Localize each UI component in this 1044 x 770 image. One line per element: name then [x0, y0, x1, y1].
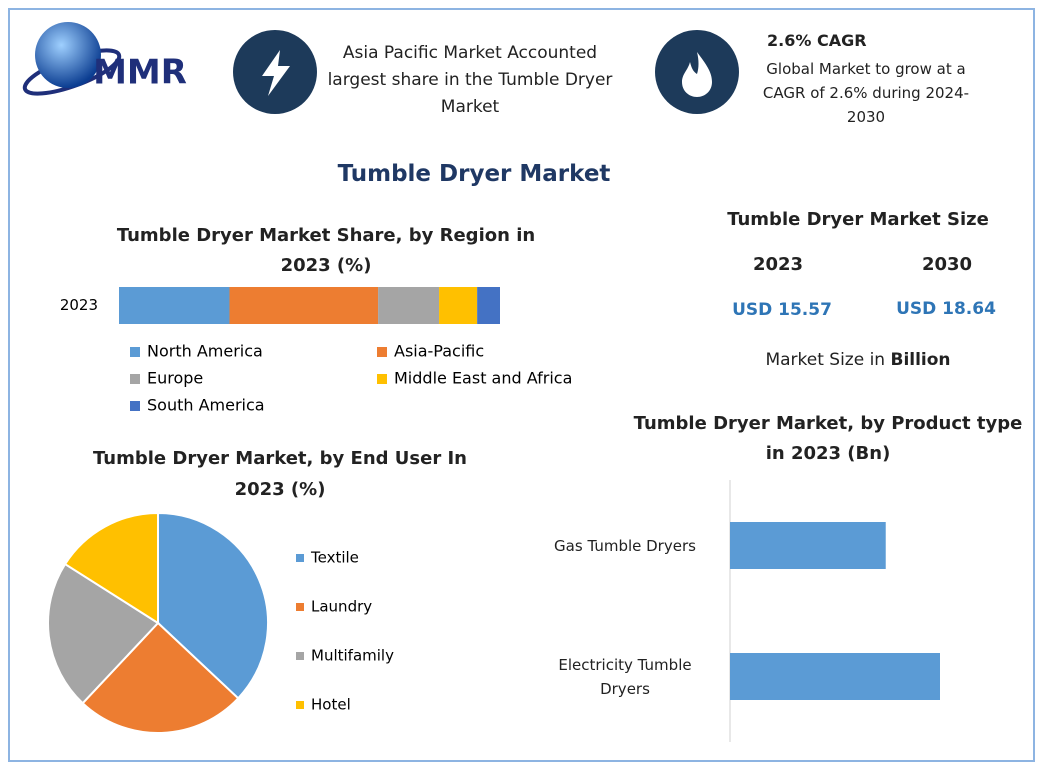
legend-marker	[130, 347, 140, 357]
legend-marker	[377, 374, 387, 384]
bar	[730, 653, 940, 700]
size-title: Tumble Dryer Market Size	[727, 209, 989, 230]
chart-title: Tumble Dryer Market, by End User In 2023…	[93, 448, 467, 500]
legend-label: Textile	[310, 549, 359, 567]
legend-marker	[296, 652, 304, 660]
bar	[730, 522, 886, 569]
logo-text: MMR	[93, 53, 187, 93]
legend-marker	[130, 374, 140, 384]
legend-label: Multifamily	[311, 647, 394, 665]
highlight-text: Asia Pacific Market Accounted largest sh…	[327, 43, 613, 117]
legend-label: South America	[147, 396, 265, 415]
legend-label: Middle East and Africa	[394, 369, 572, 388]
bar-segment	[119, 287, 230, 324]
size-year: 2030	[921, 254, 973, 275]
legend-label: North America	[147, 342, 263, 361]
pie-slice	[81, 621, 240, 734]
logo-globe	[35, 22, 101, 88]
frame	[8, 8, 1035, 762]
bar-segment	[229, 287, 379, 324]
legend-marker	[130, 401, 140, 411]
legend-label: Laundry	[311, 598, 372, 616]
y-tick-label: 2023	[60, 296, 98, 314]
bar-segment	[378, 287, 440, 324]
size-note: Market Size in Billion	[708, 350, 1008, 370]
size-value: USD 18.64	[896, 299, 996, 319]
chart-title: Tumble Dryer Market Share, by Region in …	[116, 225, 536, 276]
main-title: Tumble Dryer Market	[337, 161, 611, 187]
legend-label: Asia-Pacific	[394, 342, 484, 361]
chart-title: Tumble Dryer Market, by Product type in …	[633, 413, 1023, 464]
legend-marker	[377, 347, 387, 357]
pie-slice	[47, 562, 160, 705]
category-label: Gas Tumble Dryers	[554, 536, 696, 555]
pie-slice	[63, 511, 159, 625]
icon-circle	[655, 30, 739, 114]
legend-label: Hotel	[311, 696, 351, 714]
category-label: Electricity Tumble Dryers	[558, 655, 692, 698]
size-value: USD 15.57	[732, 300, 832, 320]
highlight-title: 2.6% CAGR	[767, 31, 867, 50]
legend-marker	[296, 701, 304, 709]
note: Market Size in	[765, 350, 886, 370]
legend-marker	[296, 554, 304, 562]
unit: Billion	[890, 350, 951, 370]
bar-segment	[477, 287, 500, 324]
bar-segment	[439, 287, 478, 324]
pie-slice	[157, 511, 269, 700]
legend-label: Europe	[147, 369, 203, 388]
flame-icon	[682, 52, 712, 97]
legend-marker	[296, 603, 304, 611]
lightning-icon	[262, 50, 290, 96]
highlight-text: Global Market to grow at a CAGR of 2.6% …	[762, 60, 970, 126]
size-year: 2023	[752, 254, 804, 275]
